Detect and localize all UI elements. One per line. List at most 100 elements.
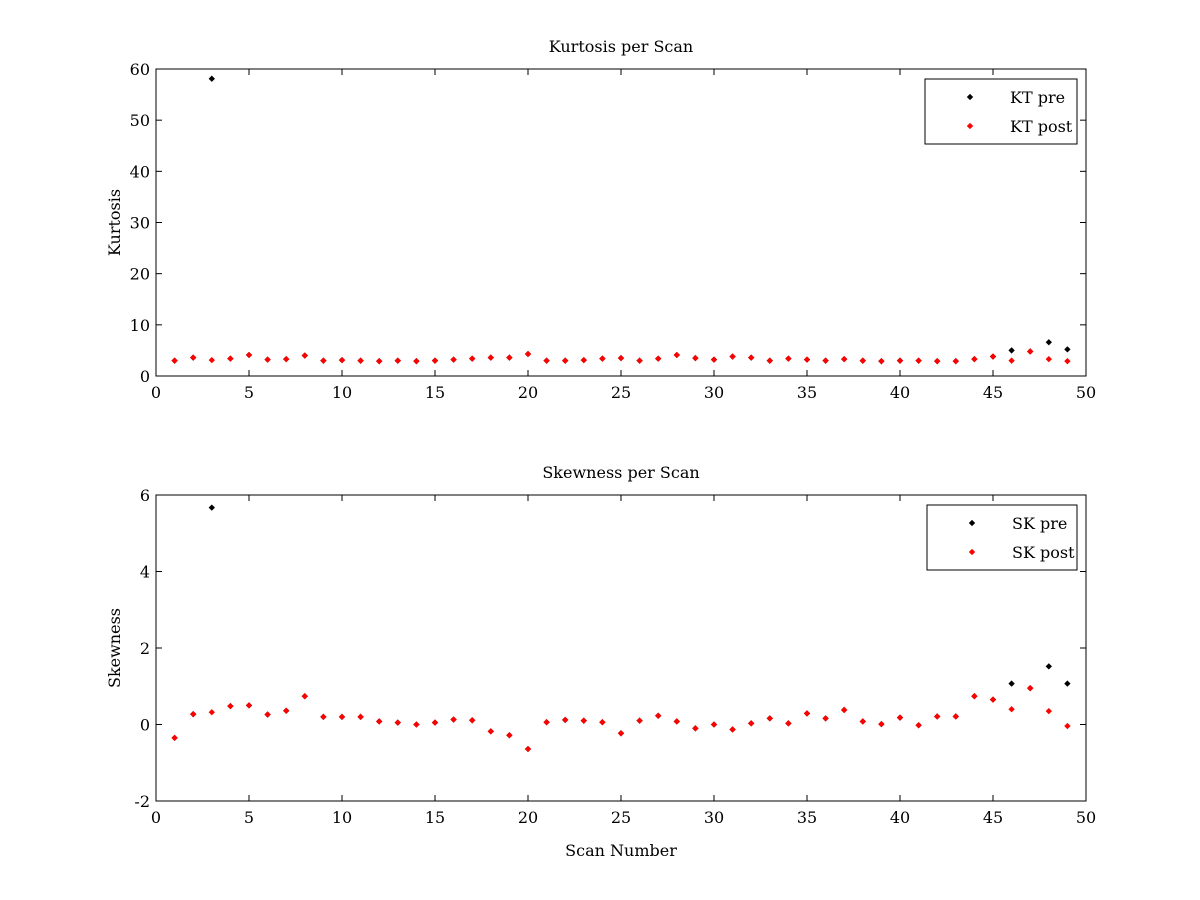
legend-marker xyxy=(968,548,976,556)
data-point xyxy=(283,707,290,714)
x-tick-label: 10 xyxy=(332,383,352,402)
data-point xyxy=(580,717,587,724)
data-point xyxy=(1064,680,1071,687)
data-point xyxy=(413,721,420,728)
y-tick-label: -2 xyxy=(134,792,150,811)
x-tick-label: 30 xyxy=(704,383,724,402)
data-point xyxy=(264,711,271,718)
data-point xyxy=(338,356,346,364)
data-point xyxy=(636,717,643,724)
data-point xyxy=(617,730,625,737)
legend-box xyxy=(924,78,1078,145)
data-point xyxy=(190,711,197,718)
data-point xyxy=(450,356,457,363)
legend-marker xyxy=(968,519,976,527)
data-point xyxy=(673,351,680,359)
data-point xyxy=(822,715,829,722)
data-point xyxy=(1045,339,1052,346)
data-point xyxy=(952,713,959,720)
data-point xyxy=(655,355,662,362)
legend-label: SK pre xyxy=(1012,514,1067,533)
legend: SK pre SK post xyxy=(926,504,1078,571)
data-point xyxy=(394,357,401,364)
x-tick-label: 20 xyxy=(518,383,538,402)
data-point xyxy=(431,719,439,726)
data-point xyxy=(1008,357,1015,364)
data-point xyxy=(841,706,848,714)
legend-label: KT pre xyxy=(1010,88,1065,107)
data-point xyxy=(245,702,253,709)
x-tick-label: 50 xyxy=(1076,383,1096,402)
data-point xyxy=(171,734,178,742)
x-tick-label: 0 xyxy=(151,808,161,827)
data-point xyxy=(487,354,494,361)
x-tick-label: 45 xyxy=(983,383,1003,402)
data-point xyxy=(989,696,997,703)
data-point xyxy=(766,715,773,722)
data-point xyxy=(320,357,327,364)
y-tick-label: 2 xyxy=(140,639,150,658)
data-point xyxy=(673,718,680,725)
data-point xyxy=(301,352,308,359)
data-point xyxy=(748,354,755,361)
x-tick-label: 25 xyxy=(611,383,631,402)
data-point xyxy=(1045,707,1052,715)
data-point xyxy=(636,357,643,364)
data-point xyxy=(190,354,197,361)
data-point xyxy=(171,357,178,364)
data-point xyxy=(376,718,383,725)
data-point xyxy=(506,732,513,739)
data-point xyxy=(283,355,290,363)
y-tick-label: 50 xyxy=(130,111,150,130)
data-point xyxy=(617,354,625,362)
data-point xyxy=(580,356,587,364)
data-point xyxy=(208,709,215,716)
data-point xyxy=(729,726,736,733)
legend-marker xyxy=(966,122,974,130)
data-point xyxy=(1008,706,1015,713)
data-point xyxy=(934,713,941,720)
x-tick-label: 45 xyxy=(983,808,1003,827)
x-axis-label: Scan Number xyxy=(565,841,677,860)
data-point xyxy=(915,357,922,364)
data-point xyxy=(357,357,364,364)
y-tick-label: 0 xyxy=(140,367,150,386)
x-tick-label: 40 xyxy=(890,808,910,827)
data-point xyxy=(841,355,848,363)
legend-marker xyxy=(966,93,974,101)
data-point xyxy=(934,357,941,365)
y-axis-label: Skewness xyxy=(105,608,124,688)
data-point xyxy=(431,357,439,364)
data-point xyxy=(1064,357,1071,365)
data-point xyxy=(524,350,532,358)
y-tick-label: 6 xyxy=(140,486,150,505)
data-point xyxy=(394,719,401,726)
data-point xyxy=(1027,684,1034,692)
data-point xyxy=(487,728,494,735)
data-point xyxy=(599,719,606,726)
x-tick-label: 15 xyxy=(425,383,445,402)
data-point xyxy=(952,357,959,365)
data-point xyxy=(562,357,569,364)
data-point xyxy=(692,725,699,732)
x-tick-label: 0 xyxy=(151,383,161,402)
chart-title: Skewness per Scan xyxy=(542,463,699,482)
data-point xyxy=(208,356,215,364)
x-tick-label: 5 xyxy=(244,383,254,402)
data-point xyxy=(1008,347,1015,354)
data-point xyxy=(729,353,736,360)
y-tick-label: 60 xyxy=(130,60,150,79)
data-point xyxy=(710,721,718,728)
data-point xyxy=(692,354,699,362)
x-tick-label: 20 xyxy=(518,808,538,827)
data-point xyxy=(413,357,420,365)
x-tick-label: 35 xyxy=(797,808,817,827)
data-point xyxy=(878,357,885,365)
data-point xyxy=(1064,346,1071,353)
data-point xyxy=(655,712,662,719)
data-point xyxy=(1027,348,1034,355)
y-tick-label: 10 xyxy=(130,316,150,335)
data-point xyxy=(803,356,811,363)
y-tick-label: 30 xyxy=(130,214,150,233)
